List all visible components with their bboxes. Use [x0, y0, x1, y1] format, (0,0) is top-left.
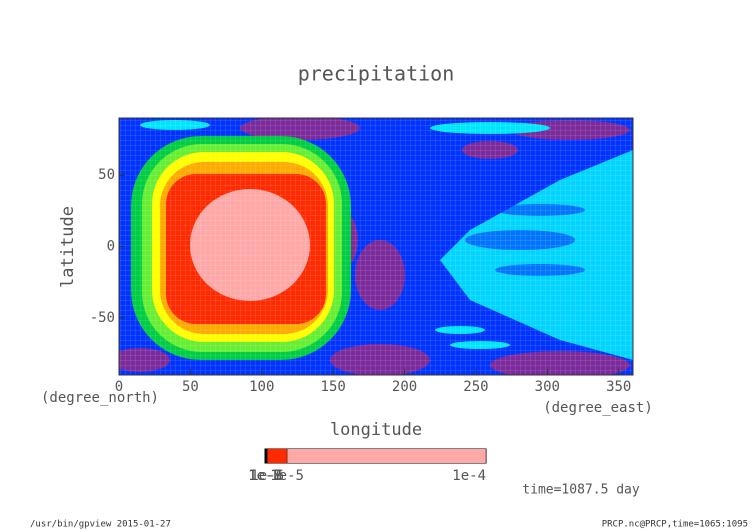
footer-right: PRCP.nc@PRCP,time=1065:1095 [602, 520, 748, 530]
chart-title: precipitation [298, 62, 455, 86]
footer-left: /usr/bin/gpview 2015-01-27 [30, 520, 171, 530]
y-tick-label: 50 [98, 167, 115, 183]
x-tick-label: 150 [321, 379, 346, 395]
y-tick-label: -50 [90, 310, 115, 326]
colorbar-label: 1e-6 [250, 468, 284, 484]
time-annotation: time=1087.5 day [522, 483, 640, 498]
x-tick-label: 50 [182, 379, 199, 395]
x-tick-label: 100 [249, 379, 274, 395]
colorbar-segment [267, 449, 288, 463]
grid-overlay [119, 118, 633, 375]
colorbar-label: 1e-4 [452, 468, 486, 484]
y-axis-units: (degree_north) [41, 390, 159, 406]
colorbar-label: 1e-5 [270, 468, 304, 484]
x-axis-units: (degree_east) [543, 400, 653, 416]
x-axis-title: longitude [330, 420, 422, 440]
colorbar-segment [265, 449, 268, 463]
colorbar-label: 1e-7 [248, 468, 282, 484]
y-axis-title: latitude [58, 206, 78, 288]
colorbar-label: 1e-8 [248, 468, 282, 484]
x-tick-label: 350 [606, 379, 631, 395]
x-tick-label: 200 [392, 379, 417, 395]
x-tick-label: 300 [535, 379, 560, 395]
colorbar-segment [287, 449, 486, 463]
y-tick-label: 0 [107, 239, 115, 255]
x-tick-label: 0 [115, 379, 123, 395]
x-tick-label: 250 [463, 379, 488, 395]
